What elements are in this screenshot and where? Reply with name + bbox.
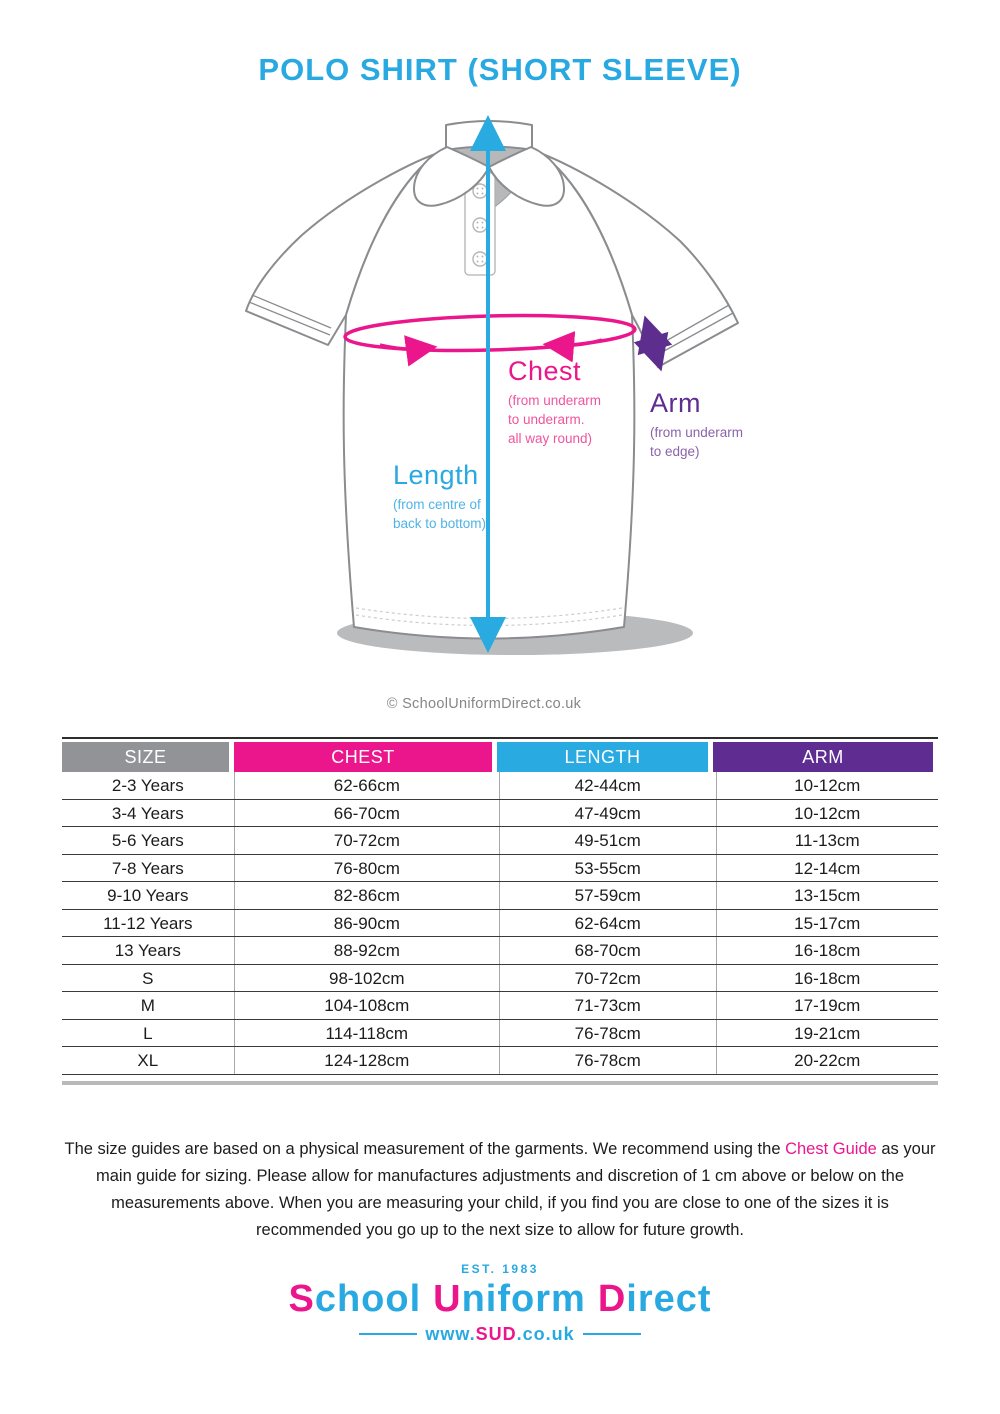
- table-row: L 114-118cm 76-78cm 19-21cm: [62, 1019, 938, 1047]
- header-length: LENGTH: [497, 742, 708, 772]
- header-chest: CHEST: [234, 742, 492, 772]
- table-row: 2-3 Years 62-66cm 42-44cm 10-12cm: [62, 772, 938, 800]
- arm-measure-arrow: [633, 315, 673, 372]
- table-top-border: [62, 737, 938, 739]
- length-label: Length: [393, 460, 479, 490]
- header-arm: ARM: [713, 742, 933, 772]
- chest-annotation: Chest (from underarm to underarm. all wa…: [508, 356, 602, 447]
- logo-est-text: EST. 1983: [461, 1262, 539, 1276]
- logo-dash-right: [582, 1332, 641, 1335]
- sizing-note: The size guides are based on a physical …: [58, 1136, 942, 1244]
- polo-shirt-illustration: [245, 115, 739, 655]
- table-row: XL 124-128cm 76-78cm 20-22cm: [62, 1047, 938, 1075]
- size-table-body: 2-3 Years 62-66cm 42-44cm 10-12cm 3-4 Ye…: [62, 772, 938, 1075]
- table-row: 3-4 Years 66-70cm 47-49cm 10-12cm: [62, 799, 938, 827]
- chest-label: Chest: [508, 356, 582, 386]
- table-row: 7-8 Years 76-80cm 53-55cm 12-14cm: [62, 854, 938, 882]
- table-row: 5-6 Years 70-72cm 49-51cm 11-13cm: [62, 827, 938, 855]
- page-title: POLO SHIRT (SHORT SLEEVE): [258, 52, 742, 87]
- table-header-row: SIZE CHEST LENGTH ARM: [62, 742, 938, 772]
- note-text-pre: The size guides are based on a physical …: [64, 1140, 786, 1158]
- brand-logo: EST. 1983 School Uniform Direct www.SUD.co…: [0, 1262, 1000, 1345]
- header-size: SIZE: [62, 742, 229, 772]
- table-row: M 104-108cm 71-73cm 17-19cm: [62, 992, 938, 1020]
- table-row: S 98-102cm 70-72cm 16-18cm: [62, 964, 938, 992]
- chest-guide-highlight: Chest Guide: [785, 1140, 877, 1158]
- length-annotation: Length (from centre of back to bottom): [393, 460, 487, 532]
- copyright-text: © SchoolUniformDirect.co.uk: [386, 696, 582, 712]
- table-row: 11-12 Years 86-90cm 62-64cm 15-17cm: [62, 909, 938, 937]
- size-table: SIZE CHEST LENGTH ARM 2-3 Years 62-66cm …: [62, 737, 938, 1085]
- logo-dash-left: [359, 1332, 418, 1335]
- table-row: 13 Years 88-92cm 68-70cm 16-18cm: [62, 937, 938, 965]
- arm-annotation: Arm (from underarm to edge): [650, 388, 744, 460]
- table-bottom-border: [62, 1080, 938, 1085]
- note-text-post: as your main guide for sizing. Please al…: [95, 1140, 936, 1239]
- logo-url: www.SUD.co.uk: [0, 1324, 1000, 1345]
- shirt-buttons: [472, 183, 488, 267]
- table-row: 9-10 Years 82-86cm 57-59cm 13-15cm: [62, 882, 938, 910]
- arm-label: Arm: [650, 388, 701, 418]
- logo-wordmark: School Uniform Direct: [288, 1278, 712, 1320]
